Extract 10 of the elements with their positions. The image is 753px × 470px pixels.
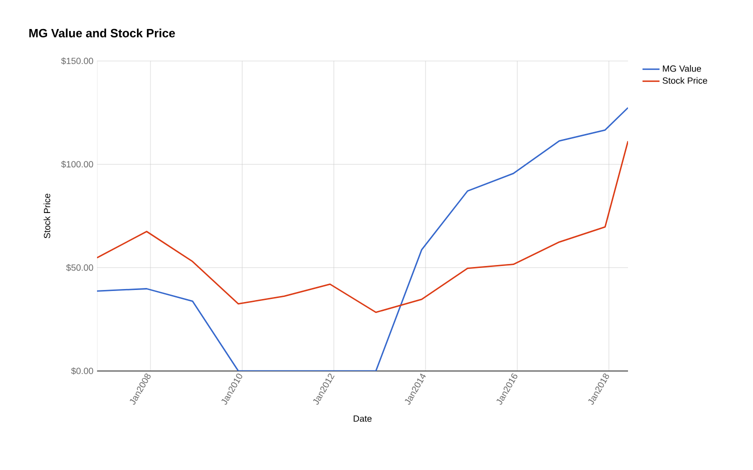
y-tick-label: $150.00 bbox=[61, 57, 94, 65]
y-tick-label: $50.00 bbox=[66, 264, 94, 272]
y-tick-label: $100.00 bbox=[61, 160, 94, 168]
chart-title: MG Value and Stock Price bbox=[29, 28, 175, 38]
x-axis-title: Date bbox=[354, 415, 372, 422]
legend-label: Stock Price bbox=[662, 77, 708, 84]
legend-label: MG Value bbox=[662, 65, 702, 72]
line-series bbox=[97, 140, 628, 314]
y-axis-title: Stock Price bbox=[44, 194, 50, 238]
y-tick-label: $0.00 bbox=[71, 367, 94, 375]
